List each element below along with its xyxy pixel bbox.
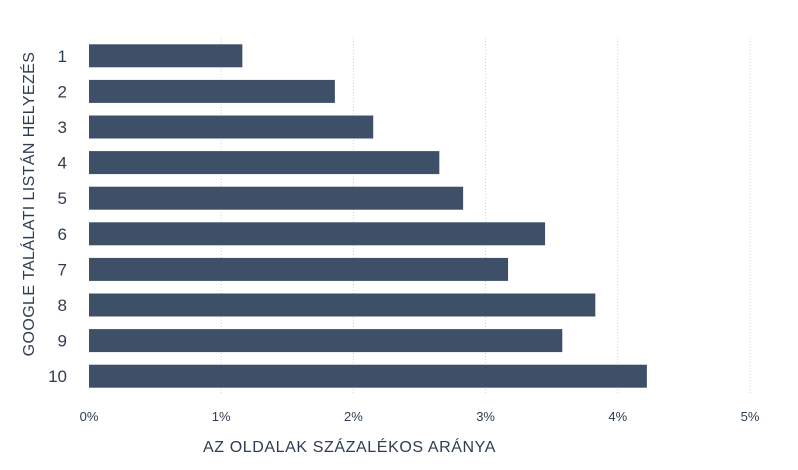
bar xyxy=(89,293,596,317)
x-tick-label: 1% xyxy=(212,409,231,424)
bar xyxy=(89,44,243,68)
bar xyxy=(89,186,464,210)
x-tick-label: 5% xyxy=(741,409,760,424)
bar xyxy=(89,79,335,103)
bar xyxy=(89,364,647,388)
x-tick-labels: 0% 1% 2% 3% 4% 5% xyxy=(80,409,760,424)
bar xyxy=(89,222,546,246)
y-tick-label: 3 xyxy=(58,118,67,137)
y-tick-label: 5 xyxy=(58,189,67,208)
x-tick-label: 2% xyxy=(344,409,363,424)
x-tick-label: 4% xyxy=(608,409,627,424)
bar xyxy=(89,151,440,175)
y-tick-label: 8 xyxy=(58,296,67,315)
y-tick-label: 10 xyxy=(48,367,67,386)
y-tick-label: 1 xyxy=(58,47,67,66)
y-tick-label: 9 xyxy=(58,332,67,351)
y-tick-label: 2 xyxy=(58,82,67,101)
y-axis-title: GOOGLE TALÁLATI LISTÁN HELYEZÉS xyxy=(19,52,38,357)
bar xyxy=(89,257,509,281)
bar xyxy=(89,329,563,353)
bars xyxy=(89,44,647,388)
y-tick-label: 6 xyxy=(58,225,67,244)
x-axis-title: AZ OLDALAK SZÁZALÉKOS ARÁNYA xyxy=(203,437,496,456)
y-tick-label: 7 xyxy=(58,260,67,279)
x-tick-label: 3% xyxy=(476,409,495,424)
grid-lines xyxy=(220,38,751,394)
y-tick-label: 4 xyxy=(58,154,67,173)
y-tick-labels: 1 2 3 4 5 6 7 8 9 10 xyxy=(48,47,67,386)
x-tick-label: 0% xyxy=(80,409,99,424)
bar xyxy=(89,115,374,139)
